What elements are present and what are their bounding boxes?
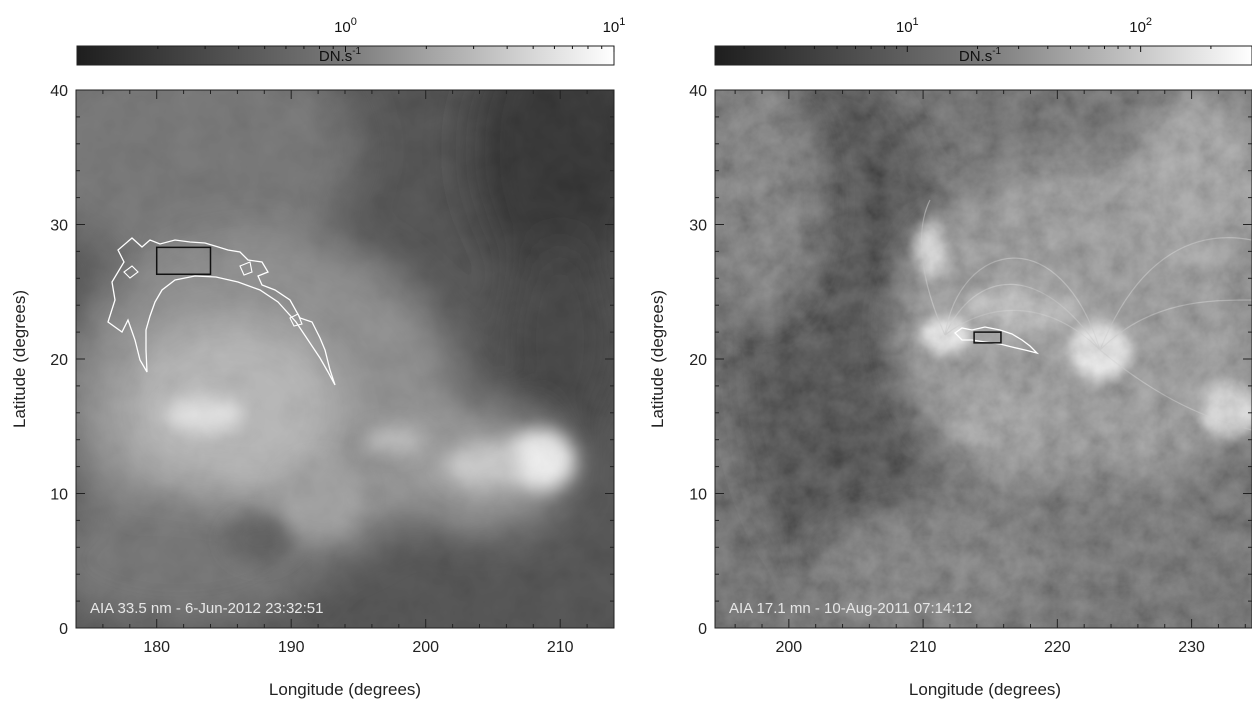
analysis-box-b [973, 331, 1002, 344]
axes-b: 200 210 220 230 0 10 20 30 40 [689, 83, 1252, 656]
y-tick-label: 0 [698, 621, 707, 638]
x-tick-label: 180 [143, 639, 170, 656]
colorbar-a-ticks: 100 101 [157, 16, 626, 52]
colorbar-b [714, 45, 1252, 66]
colorbar-a-label: DN.s-1 [319, 46, 362, 65]
y-tick-label: 0 [59, 621, 68, 638]
image-a [76, 90, 614, 628]
colorbar-tick-label: 101 [896, 16, 919, 36]
x-tick-label: 210 [910, 639, 937, 656]
y-tick-label: 30 [689, 218, 707, 235]
y-tick-label: 20 [50, 352, 68, 369]
x-tick-label: 200 [412, 639, 439, 656]
analysis-box-a [155, 246, 212, 276]
colorbar-b-label: DN.s-1 [959, 46, 1002, 65]
x-tick-label: 190 [278, 639, 305, 656]
colorbar-tick-label: 102 [1129, 16, 1152, 36]
y-axis-title-a: Latitude (degrees) [10, 290, 29, 428]
y-tick-label: 10 [50, 487, 68, 504]
colorbar-tick-label: 101 [603, 16, 626, 36]
caption-a: AIA 33.5 nm - 6-Jun-2012 23:32:51 [90, 600, 324, 617]
contour-b [953, 326, 1040, 355]
y-tick-label: 20 [689, 352, 707, 369]
x-tick-label: 220 [1044, 639, 1071, 656]
y-tick-label: 10 [689, 487, 707, 504]
x-tick-label: 230 [1178, 639, 1205, 656]
colorbar-tick-label: 100 [334, 16, 357, 36]
x-axis-title-a: Longitude (degrees) [269, 680, 421, 699]
colorbar-b-ticks: 101 102 [743, 16, 1252, 52]
panel-aia-171: DN.s-1 101 102 [648, 16, 1252, 699]
y-axis-title-b: Latitude (degrees) [648, 290, 667, 428]
x-axis-title-b: Longitude (degrees) [909, 680, 1061, 699]
y-tick-label: 30 [50, 218, 68, 235]
axes-a: 180 190 200 210 0 10 20 30 40 [50, 83, 615, 656]
caption-b: AIA 17.1 mn - 10-Aug-2011 07:14:12 [729, 600, 972, 617]
image-b [715, 90, 1252, 628]
panel-aia-335: DN.s-1 100 101 [10, 16, 626, 699]
x-tick-label: 210 [547, 639, 574, 656]
y-tick-label: 40 [50, 83, 68, 100]
y-tick-label: 40 [689, 83, 707, 100]
x-tick-label: 200 [775, 639, 802, 656]
contour-a [107, 237, 336, 386]
